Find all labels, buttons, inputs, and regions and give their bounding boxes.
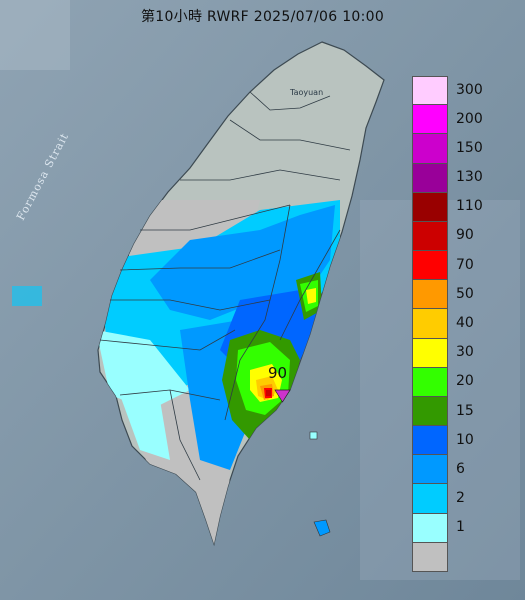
orchid-island — [313, 519, 331, 537]
penghu-islands — [12, 286, 42, 306]
map-title: 第10小時 RWRF 2025/07/06 10:00 — [140, 9, 385, 25]
triangle-marker-icon — [274, 389, 291, 403]
rain-area-30 — [306, 288, 316, 304]
legend-swatch — [412, 192, 448, 222]
green-island — [309, 431, 318, 440]
legend-label: 130 — [456, 169, 483, 186]
rain-area-1 — [120, 395, 170, 460]
legend-label: 10 — [456, 431, 474, 448]
county-borders — [99, 91, 351, 481]
legend-label: 15 — [456, 402, 474, 419]
rain-area-90 — [266, 390, 271, 396]
legend-swatch — [412, 280, 448, 310]
legend-label: 30 — [456, 344, 474, 361]
legend-swatch — [412, 542, 448, 572]
legend-swatch — [412, 426, 448, 456]
legend-swatch — [412, 338, 448, 368]
rain-area-none — [120, 200, 260, 262]
legend-label: 6 — [456, 460, 465, 477]
color-legend: 300 200 150 130 110 90 70 50 40 30 20 15 10 6 2 1 — [412, 76, 512, 572]
legend-label: 90 — [456, 227, 474, 244]
legend-label: 70 — [456, 256, 474, 273]
legend-swatch — [412, 455, 448, 485]
legend-swatch — [412, 134, 448, 164]
legend-label: 300 — [456, 81, 483, 98]
legend-label: 150 — [456, 139, 483, 156]
legend-swatch — [412, 513, 448, 543]
legend-swatch — [412, 309, 448, 339]
legend-swatch — [412, 221, 448, 252]
max-value-label: 90 — [268, 364, 288, 382]
legend-label: 20 — [456, 373, 474, 390]
legend-label: 110 — [456, 198, 483, 215]
legend-label: 1 — [456, 519, 465, 536]
legend-label: 2 — [456, 490, 465, 507]
legend-swatch — [412, 251, 448, 281]
legend-swatch — [412, 367, 448, 397]
legend-swatch — [412, 484, 448, 514]
legend-swatch — [412, 163, 448, 193]
legend-swatch — [412, 105, 448, 135]
rain-area-6 — [150, 205, 335, 320]
legend-label: 40 — [456, 315, 474, 331]
legend-label: 50 — [456, 285, 474, 302]
place-label: Taoyuan — [290, 88, 324, 97]
legend-swatch — [412, 76, 448, 106]
offshore-cloud-patch — [0, 0, 70, 70]
legend-label: 200 — [456, 110, 483, 127]
legend-swatch — [412, 396, 448, 427]
